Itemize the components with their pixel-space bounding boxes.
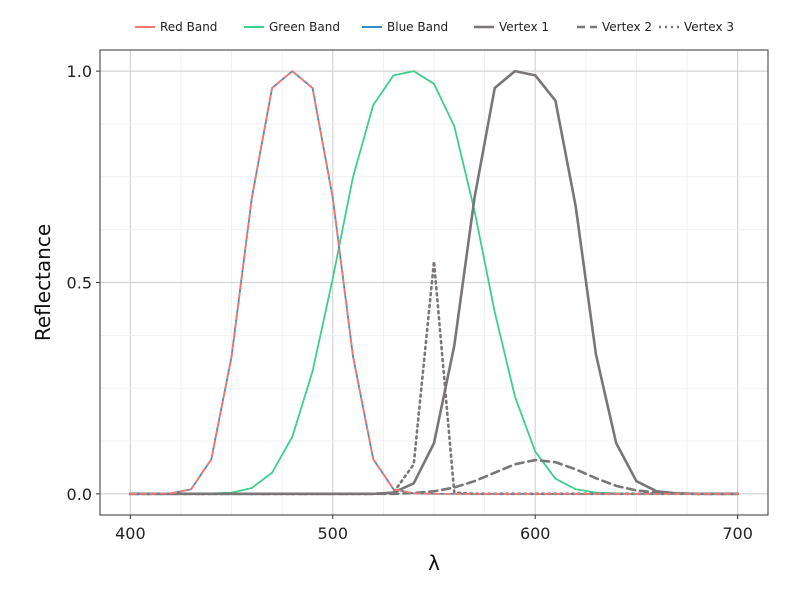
series-line-vertex-2 — [129, 458, 739, 496]
legend: Red Band Green Band Blue Band Vertex 1 Verte… — [135, 20, 734, 34]
y-tick-label: 0.0 — [67, 485, 92, 504]
y-tick-label: 1.0 — [67, 62, 92, 81]
series-line-vertex-3 — [129, 260, 739, 496]
y-tick-label: 0.5 — [67, 274, 92, 293]
x-axis-ticks: 400 500 600 700 — [115, 515, 753, 543]
legend-label: Blue Band — [387, 20, 448, 34]
legend-label: Red Band — [160, 20, 217, 34]
series-line-red-band — [129, 70, 739, 495]
x-tick-label: 700 — [722, 524, 753, 543]
legend-label: Green Band — [269, 20, 340, 34]
x-tick-label: 400 — [115, 524, 146, 543]
x-axis-title: λ — [428, 551, 440, 575]
legend-label: Vertex 2 — [602, 20, 652, 34]
grid — [100, 50, 768, 515]
series-lines — [129, 69, 739, 496]
legend-label: Vertex 1 — [499, 20, 549, 34]
x-tick-label: 500 — [318, 524, 349, 543]
x-tick-label: 600 — [520, 524, 551, 543]
y-axis-title: Reflectance — [31, 224, 55, 341]
legend-label: Vertex 3 — [684, 20, 734, 34]
y-axis-ticks: 0.0 0.5 1.0 — [67, 62, 100, 504]
